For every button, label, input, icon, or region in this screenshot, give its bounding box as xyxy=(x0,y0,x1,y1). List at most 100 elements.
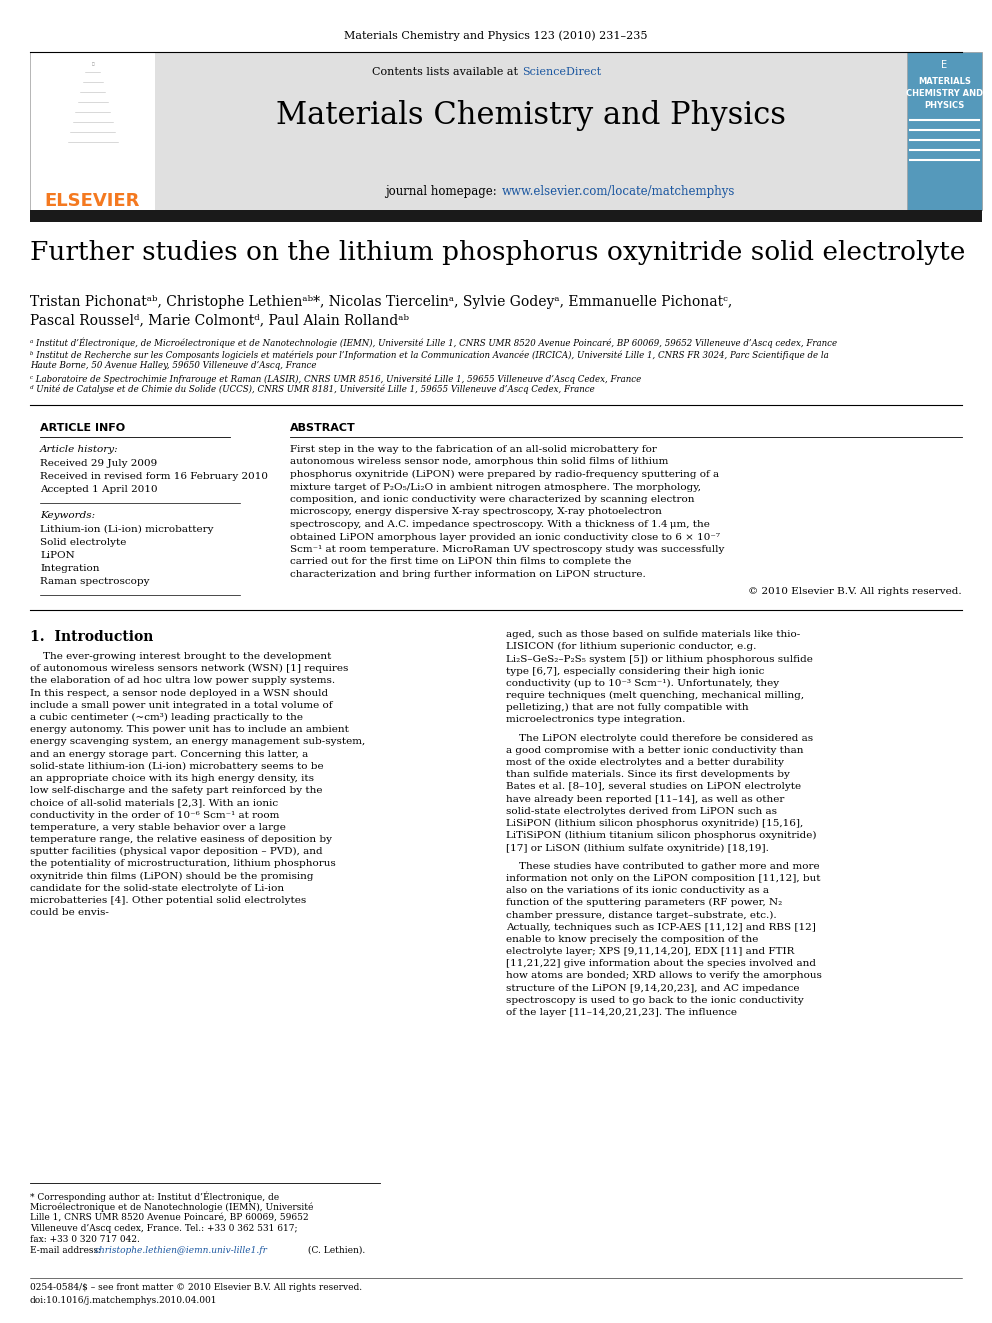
Text: aged, such as those based on sulfide materials like thio-: aged, such as those based on sulfide mat… xyxy=(506,630,801,639)
Bar xyxy=(155,52,907,210)
Text: characterization and bring further information on LiPON structure.: characterization and bring further infor… xyxy=(290,570,646,579)
Text: Lithium-ion (Li-ion) microbattery: Lithium-ion (Li-ion) microbattery xyxy=(40,525,213,534)
Text: ᵃ Institut d’Électronique, de Microélectronique et de Nanotechnologie (IEMN), Un: ᵃ Institut d’Électronique, de Microélect… xyxy=(30,337,837,348)
Text: candidate for the solid-state electrolyte of Li-ion: candidate for the solid-state electrolyt… xyxy=(30,884,284,893)
Text: Lille 1, CNRS UMR 8520 Avenue Poincaré, BP 60069, 59652: Lille 1, CNRS UMR 8520 Avenue Poincaré, … xyxy=(30,1213,309,1222)
Text: Raman spectroscopy: Raman spectroscopy xyxy=(40,577,150,586)
Text: ABSTRACT: ABSTRACT xyxy=(290,423,356,433)
Text: 0254-0584/$ – see front matter © 2010 Elsevier B.V. All rights reserved.: 0254-0584/$ – see front matter © 2010 El… xyxy=(30,1283,362,1293)
Text: In this respect, a sensor node deployed in a WSN should: In this respect, a sensor node deployed … xyxy=(30,688,328,697)
Text: of the layer [11–14,20,21,23]. The influence: of the layer [11–14,20,21,23]. The influ… xyxy=(506,1008,737,1017)
Text: sputter facilities (physical vapor deposition – PVD), and: sputter facilities (physical vapor depos… xyxy=(30,847,322,856)
Text: solid-state lithium-ion (Li-ion) microbattery seems to be: solid-state lithium-ion (Li-ion) microba… xyxy=(30,762,323,771)
Text: Article history:: Article history: xyxy=(40,445,119,454)
Text: Bates et al. [8–10], several studies on LiPON electrolyte: Bates et al. [8–10], several studies on … xyxy=(506,782,802,791)
Text: www.elsevier.com/locate/matchemphys: www.elsevier.com/locate/matchemphys xyxy=(502,185,735,198)
Text: Haute Borne, 50 Avenue Halley, 59650 Villeneuve d’Ascq, France: Haute Borne, 50 Avenue Halley, 59650 Vil… xyxy=(30,361,316,370)
Text: conductivity in the order of 10⁻⁶ Scm⁻¹ at room: conductivity in the order of 10⁻⁶ Scm⁻¹ … xyxy=(30,811,280,820)
Text: and an energy storage part. Concerning this latter, a: and an energy storage part. Concerning t… xyxy=(30,750,309,758)
Text: of autonomous wireless sensors network (WSN) [1] requires: of autonomous wireless sensors network (… xyxy=(30,664,348,673)
Text: how atoms are bonded; XRD allows to verify the amorphous: how atoms are bonded; XRD allows to veri… xyxy=(506,971,822,980)
Text: function of the sputtering parameters (RF power, N₂: function of the sputtering parameters (R… xyxy=(506,898,783,908)
Text: [11,21,22] give information about the species involved and: [11,21,22] give information about the sp… xyxy=(506,959,816,968)
Bar xyxy=(30,210,982,222)
Text: Pascal Rousselᵈ, Marie Colmontᵈ, Paul Alain Rollandᵃᵇ: Pascal Rousselᵈ, Marie Colmontᵈ, Paul Al… xyxy=(30,314,409,327)
Text: the potentiality of microstructuration, lithium phosphorus: the potentiality of microstructuration, … xyxy=(30,860,335,868)
Text: the elaboration of ad hoc ultra low power supply systems.: the elaboration of ad hoc ultra low powe… xyxy=(30,676,335,685)
Text: energy scavenging system, an energy management sub-system,: energy scavenging system, an energy mana… xyxy=(30,737,365,746)
Text: * Corresponding author at: Institut d’Électronique, de: * Corresponding author at: Institut d’Él… xyxy=(30,1191,279,1201)
Text: LiPON: LiPON xyxy=(40,550,74,560)
Text: spectroscopy, and A.C. impedance spectroscopy. With a thickness of 1.4 μm, the: spectroscopy, and A.C. impedance spectro… xyxy=(290,520,710,529)
Text: a good compromise with a better ionic conductivity than: a good compromise with a better ionic co… xyxy=(506,746,804,755)
Text: MATERIALS
CHEMISTRY AND
PHYSICS: MATERIALS CHEMISTRY AND PHYSICS xyxy=(906,77,983,110)
Text: Actually, techniques such as ICP-AES [11,12] and RBS [12]: Actually, techniques such as ICP-AES [11… xyxy=(506,922,815,931)
Text: The LiPON electrolyte could therefore be considered as: The LiPON electrolyte could therefore be… xyxy=(506,733,813,742)
Text: solid-state electrolytes derived from LiPON such as: solid-state electrolytes derived from Li… xyxy=(506,807,777,816)
Text: could be envis-: could be envis- xyxy=(30,908,109,917)
Text: autonomous wireless sensor node, amorphous thin solid films of lithium: autonomous wireless sensor node, amorpho… xyxy=(290,458,669,467)
Text: Accepted 1 April 2010: Accepted 1 April 2010 xyxy=(40,486,158,493)
Text: Integration: Integration xyxy=(40,564,99,573)
Text: temperature, a very stable behavior over a large: temperature, a very stable behavior over… xyxy=(30,823,286,832)
Text: energy autonomy. This power unit has to include an ambient: energy autonomy. This power unit has to … xyxy=(30,725,349,734)
Text: carried out for the first time on LiPON thin films to complete the: carried out for the first time on LiPON … xyxy=(290,557,631,566)
Text: ScienceDirect: ScienceDirect xyxy=(522,67,601,77)
Text: The ever-growing interest brought to the development: The ever-growing interest brought to the… xyxy=(30,652,331,662)
Text: chamber pressure, distance target–substrate, etc.).: chamber pressure, distance target–substr… xyxy=(506,910,777,919)
Text: ⬛: ⬛ xyxy=(91,62,94,66)
Text: microscopy, energy dispersive X-ray spectroscopy, X-ray photoelectron: microscopy, energy dispersive X-ray spec… xyxy=(290,508,662,516)
Text: include a small power unit integrated in a total volume of: include a small power unit integrated in… xyxy=(30,701,332,710)
Text: Received in revised form 16 February 2010: Received in revised form 16 February 201… xyxy=(40,472,268,482)
Text: LiTiSiPON (lithium titanium silicon phosphorus oxynitride): LiTiSiPON (lithium titanium silicon phos… xyxy=(506,831,816,840)
Bar xyxy=(907,52,982,210)
Text: Materials Chemistry and Physics 123 (2010) 231–235: Materials Chemistry and Physics 123 (201… xyxy=(344,30,648,41)
Text: LiSiPON (lithium silicon phosphorus oxynitride) [15,16],: LiSiPON (lithium silicon phosphorus oxyn… xyxy=(506,819,804,828)
Text: Received 29 July 2009: Received 29 July 2009 xyxy=(40,459,158,468)
Text: oxynitride thin films (LiPON) should be the promising: oxynitride thin films (LiPON) should be … xyxy=(30,872,313,881)
Text: doi:10.1016/j.matchemphys.2010.04.001: doi:10.1016/j.matchemphys.2010.04.001 xyxy=(30,1297,217,1304)
Text: (C. Lethien).: (C. Lethien). xyxy=(305,1246,365,1256)
Text: Contents lists available at: Contents lists available at xyxy=(371,67,521,77)
Text: ARTICLE INFO: ARTICLE INFO xyxy=(40,423,125,433)
Text: microbatteries [4]. Other potential solid electrolytes: microbatteries [4]. Other potential soli… xyxy=(30,896,307,905)
Text: temperature range, the relative easiness of deposition by: temperature range, the relative easiness… xyxy=(30,835,332,844)
Text: have already been reported [11–14], as well as other: have already been reported [11–14], as w… xyxy=(506,795,785,803)
Text: Further studies on the lithium phosphorus oxynitride solid electrolyte: Further studies on the lithium phosphoru… xyxy=(30,239,965,265)
Text: fax: +33 0 320 717 042.: fax: +33 0 320 717 042. xyxy=(30,1234,140,1244)
Text: ᵇ Institut de Recherche sur les Composants logiciels et matériels pour l’Informa: ᵇ Institut de Recherche sur les Composan… xyxy=(30,351,828,360)
Text: structure of the LiPON [9,14,20,23], and AC impedance: structure of the LiPON [9,14,20,23], and… xyxy=(506,983,800,992)
Text: © 2010 Elsevier B.V. All rights reserved.: © 2010 Elsevier B.V. All rights reserved… xyxy=(748,587,962,597)
Text: journal homepage:: journal homepage: xyxy=(386,185,501,198)
Text: electrolyte layer; XPS [9,11,14,20], EDX [11] and FTIR: electrolyte layer; XPS [9,11,14,20], EDX… xyxy=(506,947,795,957)
Text: [17] or LiSON (lithium sulfate oxynitride) [18,19].: [17] or LiSON (lithium sulfate oxynitrid… xyxy=(506,843,769,852)
Text: require techniques (melt quenching, mechanical milling,: require techniques (melt quenching, mech… xyxy=(506,691,805,700)
Text: conductivity (up to 10⁻³ Scm⁻¹). Unfortunately, they: conductivity (up to 10⁻³ Scm⁻¹). Unfortu… xyxy=(506,679,779,688)
Text: obtained LiPON amorphous layer provided an ionic conductivity close to 6 × 10⁻⁷: obtained LiPON amorphous layer provided … xyxy=(290,532,720,541)
Bar xyxy=(30,52,155,210)
Text: LISICON (for lithium superionic conductor, e.g.: LISICON (for lithium superionic conducto… xyxy=(506,642,756,651)
Text: ELSEVIER: ELSEVIER xyxy=(45,192,140,210)
Text: also on the variations of its ionic conductivity as a: also on the variations of its ionic cond… xyxy=(506,886,769,894)
Text: spectroscopy is used to go back to the ionic conductivity: spectroscopy is used to go back to the i… xyxy=(506,996,804,1004)
Text: choice of all-solid materials [2,3]. With an ionic: choice of all-solid materials [2,3]. Wit… xyxy=(30,798,278,807)
Text: E: E xyxy=(941,60,947,70)
Text: These studies have contributed to gather more and more: These studies have contributed to gather… xyxy=(506,861,819,871)
Text: christophe.lethien@iemn.univ-lille1.fr: christophe.lethien@iemn.univ-lille1.fr xyxy=(95,1246,268,1256)
Text: Solid electrolyte: Solid electrolyte xyxy=(40,538,126,546)
Text: than sulfide materials. Since its first developments by: than sulfide materials. Since its first … xyxy=(506,770,790,779)
Text: ᶜ Laboratoire de Spectrochimie Infrarouge et Raman (LASIR), CNRS UMR 8516, Unive: ᶜ Laboratoire de Spectrochimie Infraroug… xyxy=(30,374,641,384)
Text: composition, and ionic conductivity were characterized by scanning electron: composition, and ionic conductivity were… xyxy=(290,495,694,504)
Text: Villeneuve d’Ascq cedex, France. Tel.: +33 0 362 531 617;: Villeneuve d’Ascq cedex, France. Tel.: +… xyxy=(30,1224,298,1233)
Text: most of the oxide electrolytes and a better durability: most of the oxide electrolytes and a bet… xyxy=(506,758,784,767)
Text: 1.  Introduction: 1. Introduction xyxy=(30,630,154,644)
Text: Microélectronique et de Nanotechnologie (IEMN), Université: Microélectronique et de Nanotechnologie … xyxy=(30,1203,313,1212)
Text: Li₂S–GeS₂–P₂S₅ system [5]) or lithium phosphorous sulfide: Li₂S–GeS₂–P₂S₅ system [5]) or lithium ph… xyxy=(506,655,812,664)
Text: First step in the way to the fabrication of an all-solid microbattery for: First step in the way to the fabrication… xyxy=(290,445,657,454)
Text: ᵈ Unité de Catalyse et de Chimie du Solide (UCCS), CNRS UMR 8181, Université Lil: ᵈ Unité de Catalyse et de Chimie du Soli… xyxy=(30,385,595,394)
Text: Materials Chemistry and Physics: Materials Chemistry and Physics xyxy=(276,101,786,131)
Text: Scm⁻¹ at room temperature. MicroRaman UV spectroscopy study was successfully: Scm⁻¹ at room temperature. MicroRaman UV… xyxy=(290,545,724,554)
Text: Keywords:: Keywords: xyxy=(40,511,95,520)
Text: Tristan Pichonatᵃᵇ, Christophe Lethienᵃᵇ*, Nicolas Tiercelinᵃ, Sylvie Godeyᵃ, Em: Tristan Pichonatᵃᵇ, Christophe Lethienᵃᵇ… xyxy=(30,295,732,310)
Text: E-mail address:: E-mail address: xyxy=(30,1246,104,1256)
